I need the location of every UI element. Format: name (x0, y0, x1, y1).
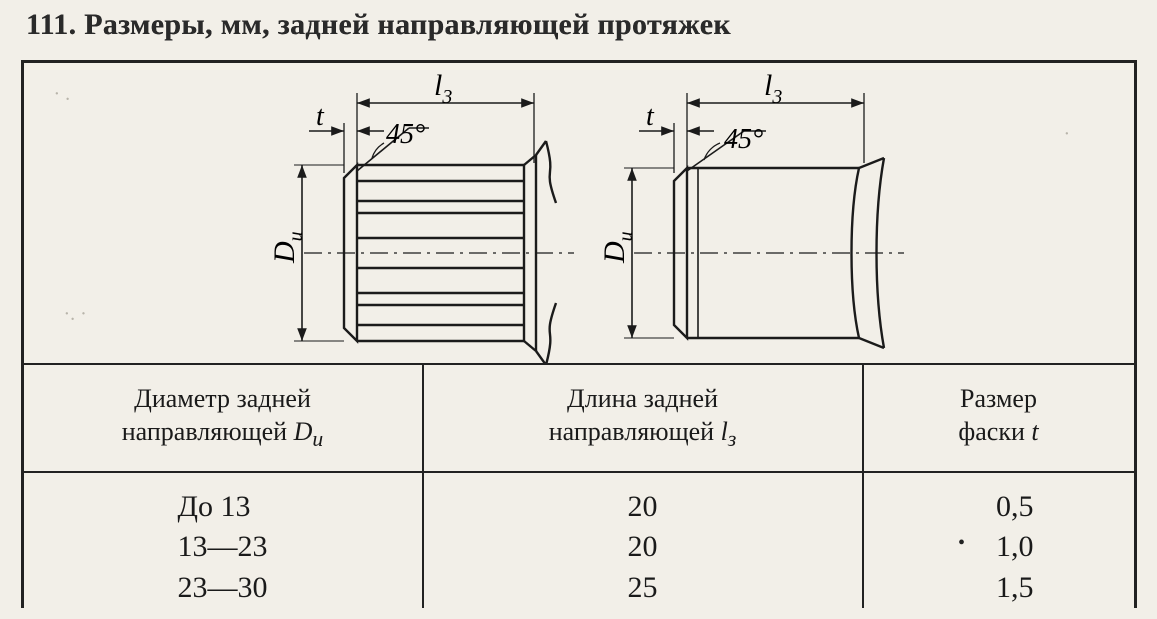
d2: 23—30 (178, 571, 268, 604)
h1l1: Диаметр задней (134, 384, 311, 413)
label-l3-sub-r: 3 (771, 86, 782, 108)
data-col3: 0,5 1,0 1,5 (864, 473, 1134, 609)
label-Dsub-left: и (285, 231, 307, 241)
d0: До 13 (178, 490, 251, 523)
t1: 1,0 (996, 530, 1034, 563)
header-col2: Длина задней направляющей lз (424, 365, 864, 471)
t0: 0,5 (996, 490, 1034, 523)
l2: 25 (628, 571, 658, 604)
h3l2b: t (1031, 417, 1038, 446)
h1l2b: D (294, 417, 313, 446)
h2l2a: направляющей (549, 417, 721, 446)
h2l2s: з (728, 427, 736, 451)
t2: 1,5 (996, 571, 1034, 604)
svg-text:l3: l3 (764, 69, 782, 108)
figure-cell: · . ·. · · (24, 63, 1134, 363)
svg-text:l3: l3 (434, 69, 452, 108)
svg-text:Dи: Dи (268, 231, 307, 264)
right-part: l3 t 45° (598, 69, 904, 348)
header-col1: Диаметр задней направляющей Dи (24, 365, 424, 471)
diagram-svg: l3 t 45° (24, 63, 1134, 363)
h1l2a: направляющей (122, 417, 294, 446)
h3l1: Размер (960, 384, 1037, 413)
l1: 20 (628, 530, 658, 563)
label-Dsub-right: и (615, 231, 637, 241)
h1l2s: и (312, 427, 323, 451)
label-45-right: 45° (724, 124, 763, 155)
label-l3-r: l (764, 69, 772, 102)
left-part: l3 t 45° (268, 69, 574, 363)
table-header-row: Диаметр задней направляющей Dи Длина зад… (24, 363, 1134, 471)
h2l1: Длина задней (567, 384, 718, 413)
table-frame: · . ·. · · (21, 60, 1137, 608)
svg-text:Dи: Dи (598, 231, 637, 264)
label-t-left: t (316, 101, 325, 132)
page-title: 111. Размеры, мм, задней направляющей пр… (26, 8, 1137, 42)
l0: 20 (628, 490, 658, 523)
d1: 13—23 (178, 530, 268, 563)
label-l3-sub: 3 (441, 86, 452, 108)
data-col2: 20 20 25 (424, 473, 864, 609)
label-t-right: t (646, 101, 655, 132)
label-l3: l (434, 69, 442, 102)
label-D-right: D (598, 241, 631, 264)
label-45-left: 45° (386, 119, 425, 150)
data-col1: До 13 13—23 23—30 (24, 473, 424, 609)
table-data-row: До 13 13—23 23—30 20 20 25 0,5 1,0 1,5 (24, 471, 1134, 609)
h3l2a: фаски (958, 417, 1031, 446)
header-col3: Размер фаски t (864, 365, 1134, 471)
h2l2b: l (721, 417, 728, 446)
label-D-left: D (268, 241, 301, 264)
